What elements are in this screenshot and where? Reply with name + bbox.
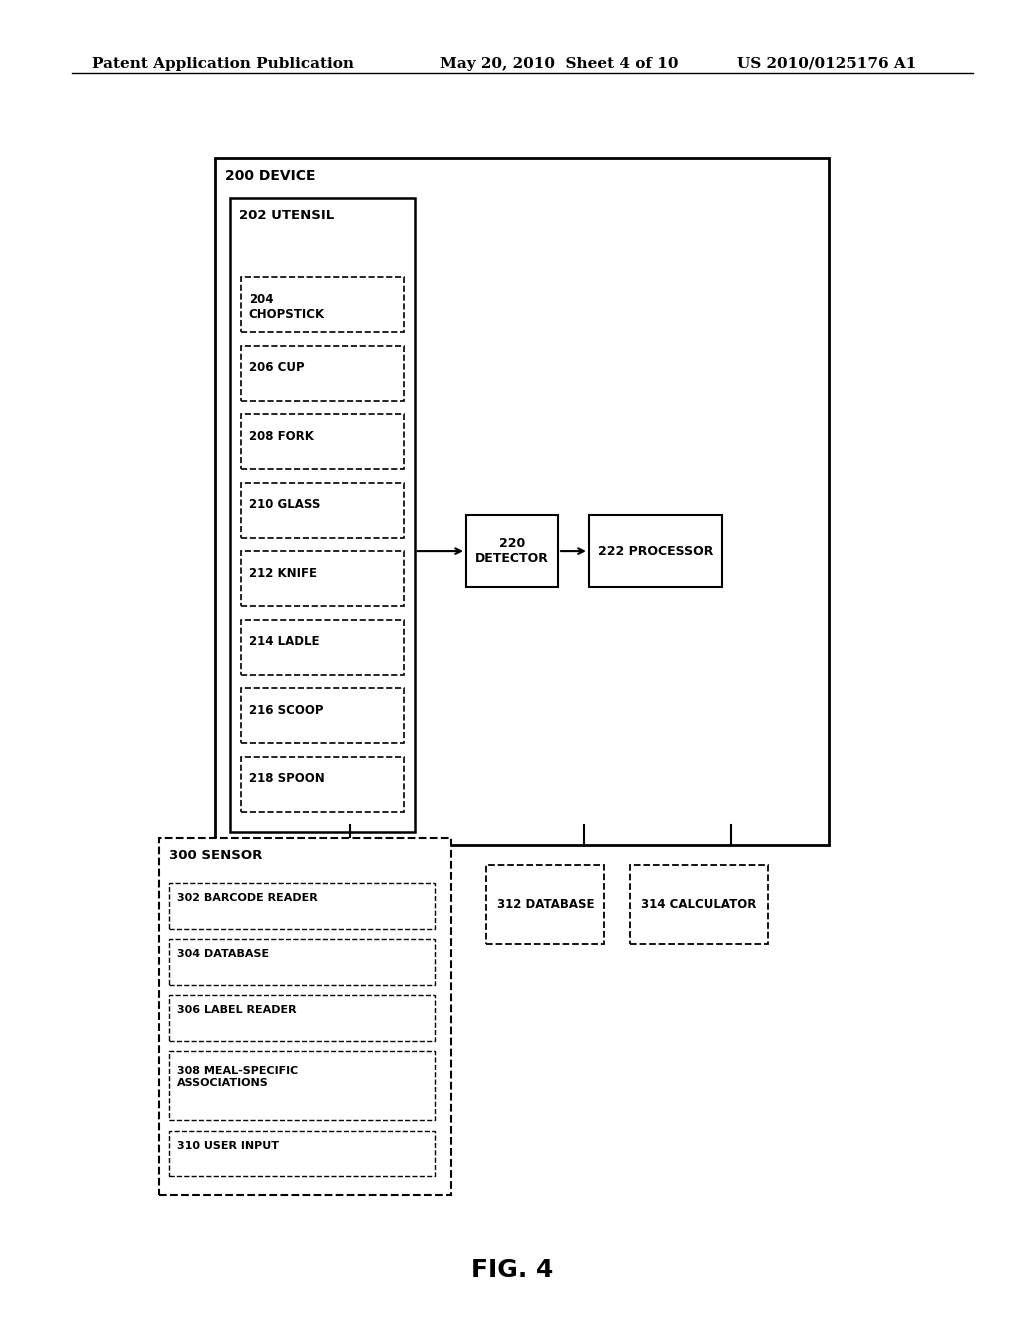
Text: 206 CUP: 206 CUP xyxy=(249,362,304,374)
FancyBboxPatch shape xyxy=(169,1051,435,1119)
Text: 218 SPOON: 218 SPOON xyxy=(249,772,325,785)
Text: 210 GLASS: 210 GLASS xyxy=(249,498,321,511)
FancyBboxPatch shape xyxy=(169,940,435,985)
FancyBboxPatch shape xyxy=(241,414,404,470)
FancyBboxPatch shape xyxy=(169,995,435,1040)
FancyBboxPatch shape xyxy=(466,515,558,587)
FancyBboxPatch shape xyxy=(486,865,604,944)
Text: 202 UTENSIL: 202 UTENSIL xyxy=(239,209,334,222)
FancyBboxPatch shape xyxy=(241,688,404,743)
Text: 312 DATABASE: 312 DATABASE xyxy=(497,898,594,911)
FancyBboxPatch shape xyxy=(169,1130,435,1176)
FancyBboxPatch shape xyxy=(241,346,404,401)
Text: 220
DETECTOR: 220 DETECTOR xyxy=(475,537,549,565)
Text: 308 MEAL-SPECIFIC
ASSOCIATIONS: 308 MEAL-SPECIFIC ASSOCIATIONS xyxy=(177,1067,298,1088)
Text: 306 LABEL READER: 306 LABEL READER xyxy=(177,1006,297,1015)
FancyBboxPatch shape xyxy=(589,515,722,587)
Text: 204
CHOPSTICK: 204 CHOPSTICK xyxy=(249,293,325,321)
Text: 200 DEVICE: 200 DEVICE xyxy=(225,169,315,183)
Text: 222 PROCESSOR: 222 PROCESSOR xyxy=(598,545,713,557)
FancyBboxPatch shape xyxy=(630,865,768,944)
FancyBboxPatch shape xyxy=(230,198,415,832)
Text: 302 BARCODE READER: 302 BARCODE READER xyxy=(177,894,317,903)
Text: FIG. 4: FIG. 4 xyxy=(471,1258,553,1282)
FancyBboxPatch shape xyxy=(169,883,435,929)
Text: Patent Application Publication: Patent Application Publication xyxy=(92,57,354,71)
FancyBboxPatch shape xyxy=(159,838,451,1195)
Text: May 20, 2010  Sheet 4 of 10: May 20, 2010 Sheet 4 of 10 xyxy=(440,57,679,71)
Text: 314 CALCULATOR: 314 CALCULATOR xyxy=(641,898,757,911)
FancyBboxPatch shape xyxy=(241,483,404,539)
FancyBboxPatch shape xyxy=(241,619,404,675)
Text: 304 DATABASE: 304 DATABASE xyxy=(177,949,269,960)
Text: US 2010/0125176 A1: US 2010/0125176 A1 xyxy=(737,57,916,71)
Text: 208 FORK: 208 FORK xyxy=(249,429,313,442)
Text: 212 KNIFE: 212 KNIFE xyxy=(249,566,316,579)
Text: 310 USER INPUT: 310 USER INPUT xyxy=(177,1140,280,1151)
Text: 214 LADLE: 214 LADLE xyxy=(249,635,319,648)
Text: 216 SCOOP: 216 SCOOP xyxy=(249,704,324,717)
FancyBboxPatch shape xyxy=(215,158,829,845)
Text: 300 SENSOR: 300 SENSOR xyxy=(169,849,262,862)
FancyBboxPatch shape xyxy=(241,756,404,812)
FancyBboxPatch shape xyxy=(241,277,404,333)
FancyBboxPatch shape xyxy=(241,552,404,606)
